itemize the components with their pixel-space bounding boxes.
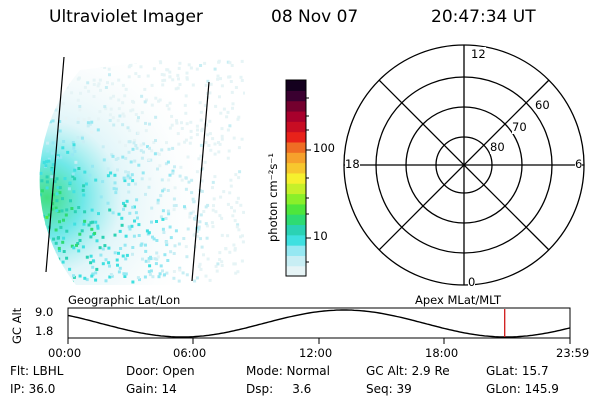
- dsp-readout: Dsp: 3.6: [246, 382, 312, 396]
- mlt-label-12: 12: [471, 47, 486, 61]
- mlt-label-0: 0: [468, 275, 476, 289]
- x-tick-0000: 00:00: [48, 346, 82, 360]
- seq-readout: Seq: 39: [366, 382, 412, 396]
- instrument-title: Ultraviolet Imager: [49, 7, 203, 27]
- door-readout: Door: Open: [126, 364, 195, 378]
- date-label: 08 Nov 07: [271, 7, 359, 27]
- glat-readout: GLat: 15.7: [486, 364, 549, 378]
- y-tick-high: 9.0: [35, 305, 54, 319]
- glon-readout: GLon: 145.9: [486, 382, 559, 396]
- x-tick-2359: 23:59: [556, 346, 590, 360]
- gain-readout: Gain: 14: [126, 382, 177, 396]
- x-tick-0600: 06:00: [173, 346, 207, 360]
- geographic-latlon-label: Geographic Lat/Lon: [68, 293, 181, 307]
- time-label: 20:47:34 UT: [431, 7, 536, 27]
- mlt-label-18: 18: [345, 157, 360, 171]
- uv-emission-field: [39, 55, 246, 286]
- colorbar-tick-10: 10: [313, 229, 328, 243]
- longitude-line-right: [191, 81, 210, 282]
- mlat-label-80: 80: [490, 140, 505, 154]
- mode-readout: Mode: Normal: [246, 364, 330, 378]
- mlat-label-70: 70: [512, 120, 527, 134]
- x-tick-1800: 18:00: [425, 346, 459, 360]
- colorbar-tick-100: 100: [313, 141, 335, 155]
- longitude-line-left: [45, 56, 65, 273]
- mlat-label-60: 60: [535, 98, 550, 112]
- gc-alt-readout: GC Alt: 2.9 Re: [366, 364, 450, 378]
- apex-mlat-mlt-label: Apex MLat/MLT: [415, 293, 502, 307]
- mlt-label-6: 6: [575, 157, 583, 171]
- ip-readout: IP: 36.0: [10, 382, 56, 396]
- filter-readout: Flt: LBHL: [10, 364, 64, 378]
- y-tick-low: 1.8: [35, 324, 54, 338]
- altitude-curve: [67, 309, 571, 338]
- x-tick-1200: 12:00: [299, 346, 333, 360]
